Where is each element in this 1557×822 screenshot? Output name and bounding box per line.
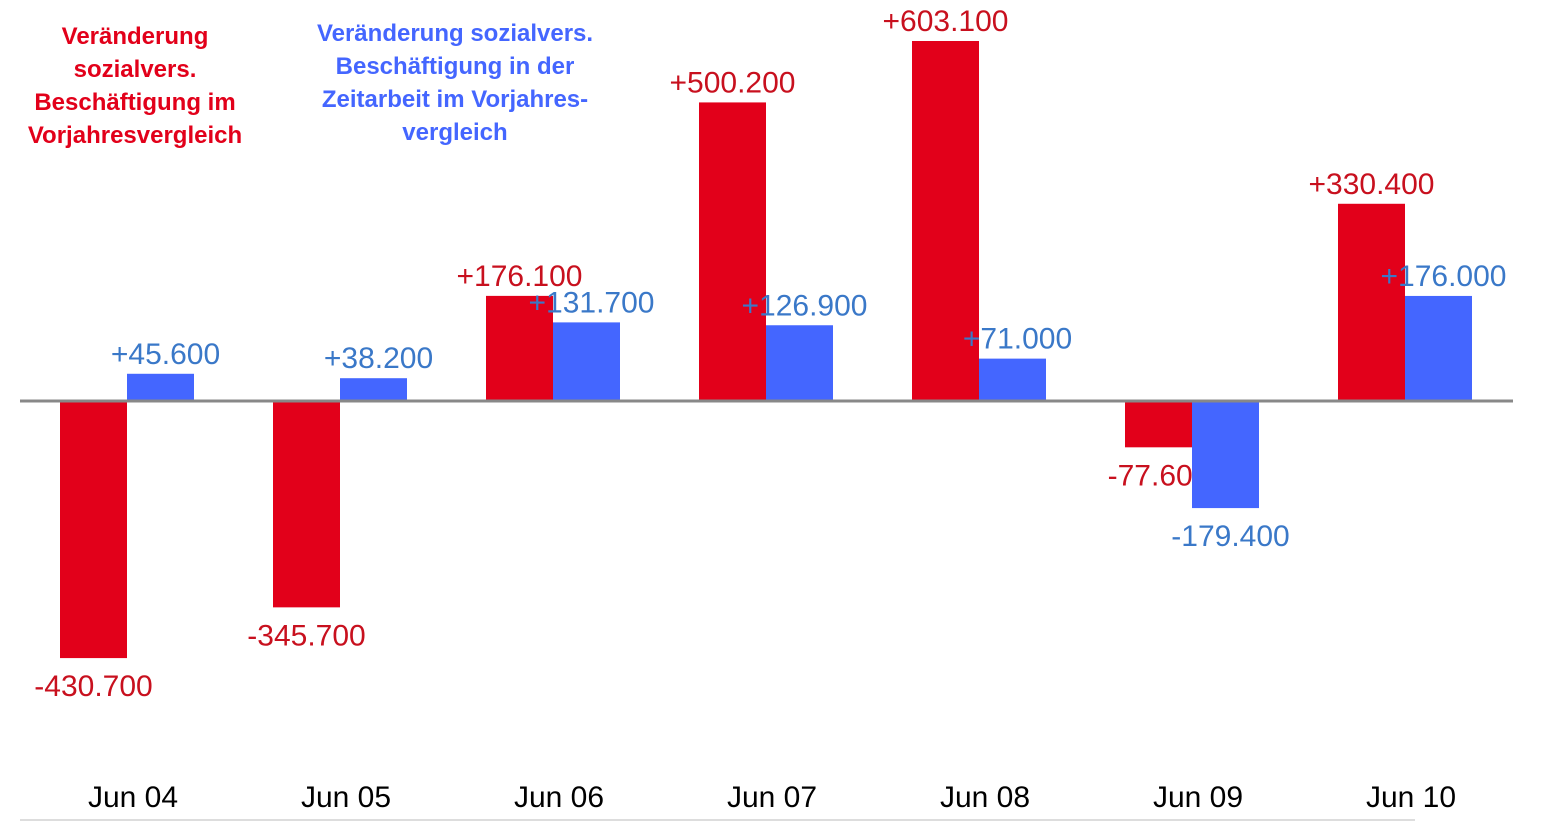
value-label: +126.900 (742, 289, 868, 322)
legend-entry: Veränderung sozialvers. Beschäftigung in… (316, 20, 594, 146)
bar (340, 378, 407, 401)
value-label: -179.400 (1171, 520, 1289, 553)
bar (1405, 295, 1472, 401)
bar (60, 401, 127, 659)
x-tick-label: Jun 08 (940, 781, 1030, 814)
value-label: +176.100 (457, 260, 583, 293)
value-label: +176.000 (1381, 260, 1507, 293)
bar (699, 102, 766, 401)
x-tick-label: Jun 07 (727, 781, 817, 814)
x-tick-label: Jun 09 (1153, 781, 1243, 814)
bar (766, 325, 833, 401)
x-tick-label: Jun 04 (88, 781, 178, 814)
value-label: +71.000 (963, 323, 1072, 356)
bar (486, 295, 553, 401)
bar (273, 401, 340, 608)
legend-entry: Veränderung sozialvers. Beschäftigung im… (27, 23, 243, 149)
value-label: -345.700 (247, 619, 365, 652)
value-label: -430.700 (34, 670, 152, 703)
x-tick-label: Jun 06 (514, 781, 604, 814)
value-label: +330.400 (1309, 168, 1435, 201)
value-label: +45.600 (111, 338, 220, 371)
x-tick-label: Jun 05 (301, 781, 391, 814)
bar (1125, 401, 1192, 448)
bar (1192, 401, 1259, 509)
value-label: +38.200 (324, 342, 433, 375)
value-label: +131.700 (529, 286, 655, 319)
bar (1338, 203, 1405, 401)
value-label: +500.200 (670, 66, 796, 99)
bar (979, 358, 1046, 401)
x-tick-label: Jun 10 (1366, 781, 1456, 814)
value-label: +603.100 (883, 5, 1009, 38)
bar (553, 322, 620, 401)
bar (912, 41, 979, 401)
bar (127, 373, 194, 401)
